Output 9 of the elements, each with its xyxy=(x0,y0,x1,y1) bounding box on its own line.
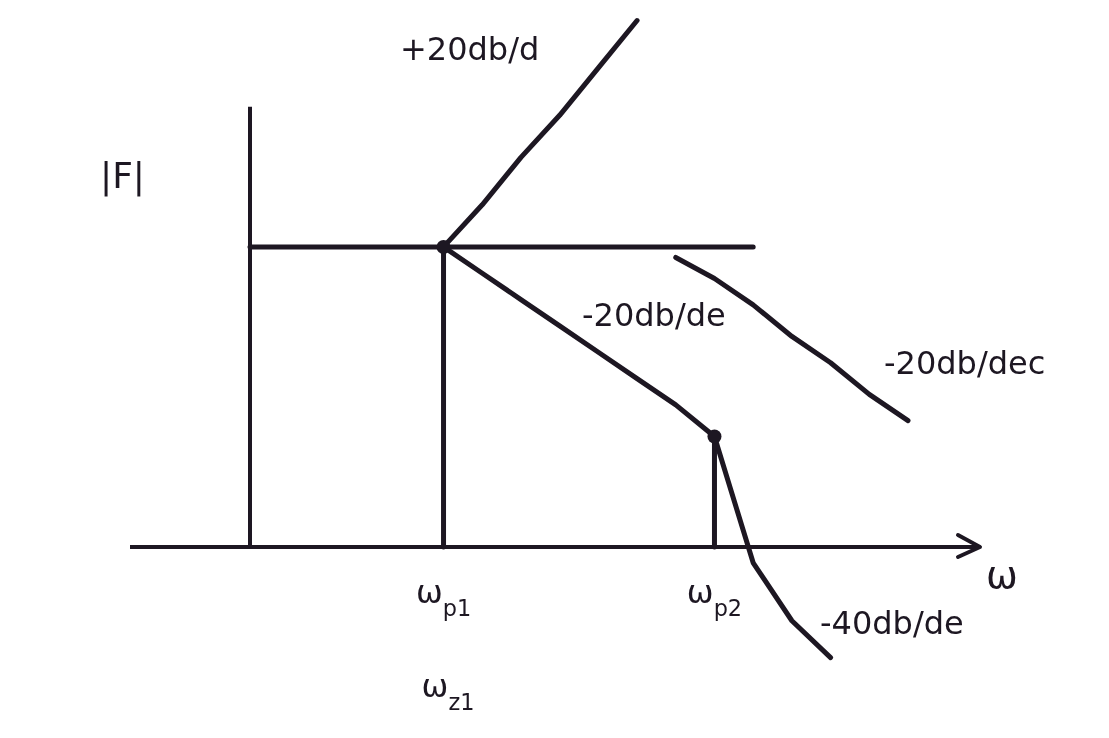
annotation: +20db/d xyxy=(400,30,540,68)
x-axis-title: ω xyxy=(986,553,1018,597)
text: ω$_{z1}$ xyxy=(421,667,475,716)
annotation: -20db/dec xyxy=(884,344,1046,382)
annotation: -40db/de xyxy=(820,604,964,642)
annotation: -20db/de xyxy=(582,296,726,334)
x-tick-label: ω$_{p1}$ xyxy=(415,573,472,622)
x-tick-label: ω$_{p2}$ xyxy=(686,573,743,622)
y-axis-title: |F| xyxy=(100,155,145,197)
